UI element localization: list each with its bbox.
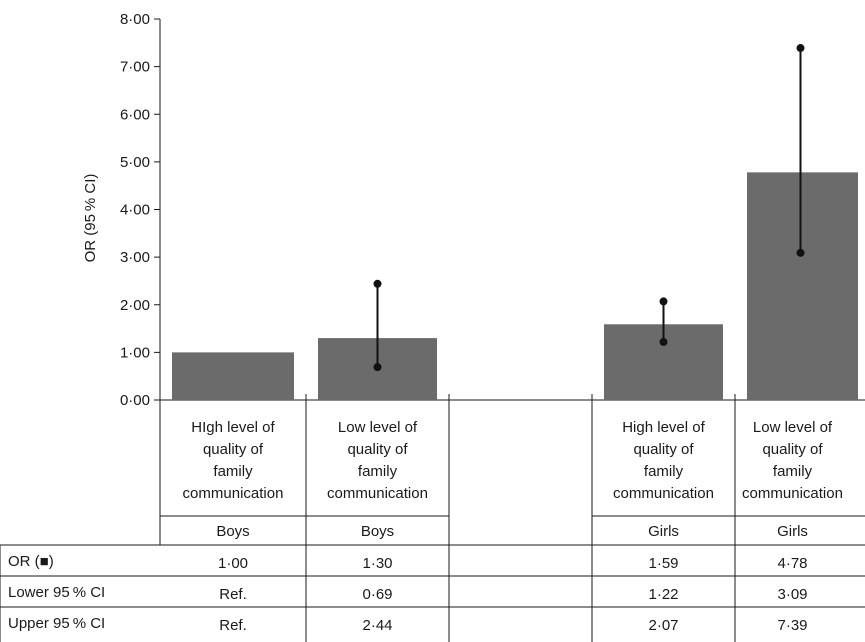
category-label-line: communication bbox=[327, 485, 428, 502]
group-label: Boys bbox=[361, 523, 394, 540]
y-tick-label: 1·00 bbox=[120, 344, 150, 361]
row-header: Lower 95 % CI bbox=[8, 584, 105, 601]
table-cell: Ref. bbox=[219, 586, 247, 603]
category-label-line: family bbox=[773, 463, 813, 480]
table-cell: 1·22 bbox=[648, 586, 678, 603]
table-cell: 1·30 bbox=[362, 555, 392, 572]
y-tick-label: 7·00 bbox=[120, 59, 150, 76]
group-label: Girls bbox=[777, 523, 808, 540]
table-cell: 2·07 bbox=[648, 617, 678, 634]
table-cell: 1·59 bbox=[648, 555, 678, 572]
bar bbox=[172, 352, 294, 400]
y-tick-label: 8·00 bbox=[120, 11, 150, 28]
table-cell: 3·09 bbox=[777, 586, 807, 603]
bar bbox=[747, 172, 858, 400]
group-label: Boys bbox=[216, 523, 249, 540]
category-label-line: quality of bbox=[762, 441, 823, 458]
table-cell: Ref. bbox=[219, 617, 247, 634]
table-cell: 1·00 bbox=[218, 555, 248, 572]
category-label-line: quality of bbox=[347, 441, 408, 458]
group-label: Girls bbox=[648, 523, 679, 540]
category-label-line: High level of bbox=[622, 419, 705, 436]
category-label-line: HIgh level of bbox=[191, 419, 275, 436]
ci-upper-point bbox=[796, 44, 805, 53]
category-label-line: quality of bbox=[633, 441, 694, 458]
category-label-line: Low level of bbox=[338, 419, 418, 436]
y-tick-label: 0·00 bbox=[120, 392, 150, 409]
ci-lower-point bbox=[796, 248, 805, 257]
ci-layer bbox=[373, 44, 805, 372]
y-tick-label: 2·00 bbox=[120, 297, 150, 314]
y-tick-label: 3·00 bbox=[120, 249, 150, 266]
table-cell: 0·69 bbox=[362, 586, 392, 603]
data-table: HIgh level of quality of family communicati… bbox=[0, 394, 865, 642]
bars-layer bbox=[172, 172, 858, 400]
category-label-line: communication bbox=[613, 485, 714, 502]
category-label-line: communication bbox=[183, 485, 284, 502]
ci-lower-point bbox=[659, 337, 668, 346]
ci-lower-point bbox=[373, 363, 382, 372]
table-cell: 2·44 bbox=[362, 617, 392, 634]
table-cell: 4·78 bbox=[777, 555, 807, 572]
y-tick-label: 6·00 bbox=[120, 106, 150, 123]
ci-upper-point bbox=[659, 297, 668, 306]
category-label-line: quality of bbox=[203, 441, 264, 458]
y-tick-label: 5·00 bbox=[120, 154, 150, 171]
ci-upper-point bbox=[373, 279, 382, 288]
category-label-line: communication bbox=[742, 485, 843, 502]
y-tick-label: 4·00 bbox=[120, 202, 150, 219]
category-label-line: family bbox=[358, 463, 398, 480]
row-header: Upper 95 % CI bbox=[8, 615, 105, 632]
table-cell: 7·39 bbox=[777, 617, 807, 634]
category-label-line: Low level of bbox=[753, 419, 833, 436]
category-label-line: family bbox=[213, 463, 253, 480]
row-header: OR (■) bbox=[8, 553, 54, 570]
category-label-line: family bbox=[644, 463, 684, 480]
y-axis-label: OR (95 % CI) bbox=[82, 174, 99, 263]
